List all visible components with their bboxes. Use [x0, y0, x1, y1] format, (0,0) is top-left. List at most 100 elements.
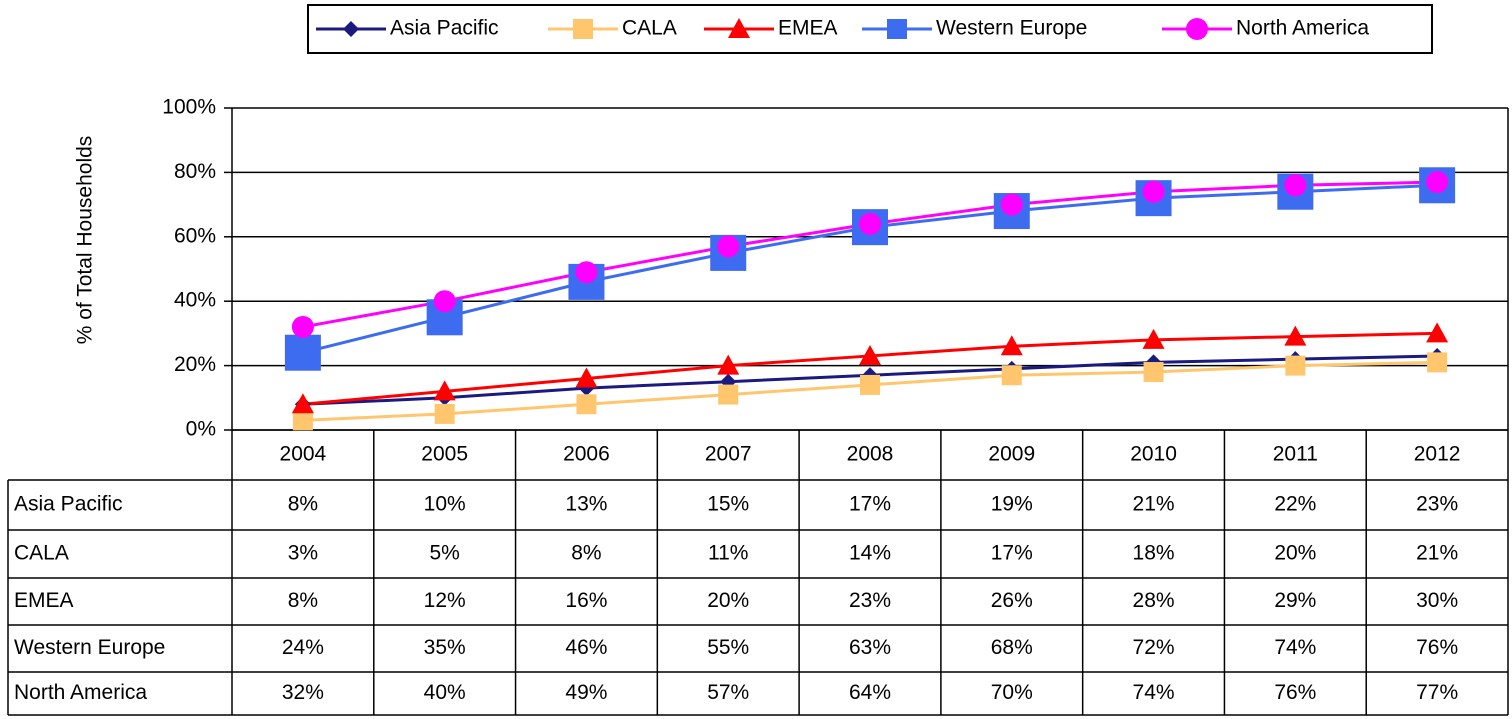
marker	[575, 367, 598, 388]
table-cell: 55%	[707, 636, 749, 659]
table-cell: 10%	[424, 493, 466, 516]
x-tick-label: 2009	[988, 443, 1035, 466]
table-cell: 68%	[991, 636, 1033, 659]
table-row-label: CALA	[14, 542, 69, 565]
table-cell: 8%	[288, 493, 318, 516]
table-cell: 28%	[1133, 589, 1175, 612]
marker	[1000, 335, 1023, 356]
marker	[576, 394, 597, 415]
marker	[1001, 365, 1022, 386]
marker	[1426, 171, 1449, 194]
table-cell: 40%	[424, 681, 466, 704]
table-cell: 57%	[707, 681, 749, 704]
table-row-label: Asia Pacific	[14, 493, 123, 516]
table-cell: 23%	[849, 589, 891, 612]
marker	[291, 393, 314, 414]
table-row-label: North America	[14, 681, 147, 704]
table-cell: 17%	[991, 542, 1033, 565]
table-cell: 17%	[849, 493, 891, 516]
y-tick-label: 60%	[174, 224, 216, 247]
table-cell: 77%	[1416, 681, 1458, 704]
x-tick-label: 2012	[1414, 443, 1461, 466]
y-tick-label: 80%	[174, 160, 216, 183]
marker	[1427, 352, 1448, 373]
y-tick-label: 20%	[174, 353, 216, 376]
table-cell: 3%	[288, 542, 318, 565]
table-cell: 76%	[1416, 636, 1458, 659]
x-tick-label: 2011	[1273, 443, 1318, 466]
legend-marker	[887, 19, 907, 39]
marker	[292, 410, 313, 431]
marker	[860, 374, 880, 395]
marker	[1284, 174, 1307, 197]
table-cell: 8%	[571, 542, 601, 565]
table-cell: 76%	[1274, 681, 1316, 704]
y-tick-label: 100%	[162, 96, 216, 119]
marker	[717, 354, 740, 375]
table-cell: 15%	[707, 493, 749, 516]
y-tick-label: 0%	[186, 418, 216, 441]
table-cell: 20%	[1274, 542, 1316, 565]
marker	[859, 344, 881, 365]
legend-marker	[573, 19, 593, 39]
y-tick-label: 40%	[174, 289, 216, 312]
legend-label: North America	[1236, 17, 1369, 40]
marker	[1284, 325, 1307, 346]
table-cell: 26%	[991, 589, 1033, 612]
table-cell: 63%	[849, 636, 891, 659]
legend-label: CALA	[622, 17, 677, 40]
marker	[718, 384, 739, 405]
table-row-label: Western Europe	[14, 636, 165, 659]
legend-marker	[1186, 18, 1208, 40]
table-cell: 19%	[991, 493, 1033, 516]
marker	[1143, 362, 1164, 383]
table-cell: 14%	[849, 542, 891, 565]
table-cell: 49%	[565, 681, 607, 704]
marker	[1285, 355, 1306, 376]
table-cell: 8%	[288, 589, 318, 612]
table-cell: 13%	[565, 493, 607, 516]
table-cell: 70%	[991, 681, 1033, 704]
marker	[575, 261, 598, 284]
table-cell: 16%	[565, 589, 607, 612]
marker	[1426, 322, 1449, 343]
table-cell: 22%	[1274, 493, 1316, 516]
legend-label: Western Europe	[936, 17, 1087, 40]
table-cell: 32%	[282, 681, 324, 704]
marker	[1142, 180, 1165, 203]
marker	[1000, 193, 1023, 216]
table-cell: 18%	[1133, 542, 1175, 565]
table-cell: 24%	[282, 636, 324, 659]
table-cell: 35%	[424, 636, 466, 659]
table-cell: 74%	[1274, 636, 1316, 659]
legend-marker	[728, 18, 750, 38]
table-cell: 29%	[1274, 589, 1316, 612]
x-tick-label: 2004	[280, 443, 327, 466]
table-cell: 74%	[1133, 681, 1175, 704]
table-cell: 46%	[565, 636, 607, 659]
table-cell: 21%	[1416, 542, 1458, 565]
legend-label: EMEA	[778, 17, 838, 40]
marker	[433, 290, 456, 313]
x-tick-label: 2005	[421, 443, 468, 466]
x-tick-label: 2006	[563, 443, 610, 466]
series-line	[302, 180, 1438, 329]
table-cell: 12%	[424, 589, 466, 612]
marker	[291, 315, 314, 338]
table-cell: 21%	[1133, 493, 1175, 516]
table-cell: 30%	[1416, 589, 1458, 612]
x-tick-label: 2007	[705, 443, 752, 466]
y-axis-label: % of Total Households	[74, 136, 97, 345]
marker	[434, 403, 455, 424]
x-tick-label: 2008	[847, 443, 894, 466]
x-tick-label: 2010	[1130, 443, 1177, 466]
table-cell: 23%	[1416, 493, 1458, 516]
marker	[433, 380, 456, 401]
table-cell: 20%	[707, 589, 749, 612]
marker	[859, 212, 881, 235]
table-cell: 64%	[849, 681, 891, 704]
table-cell: 11%	[708, 542, 748, 565]
table-cell: 5%	[429, 542, 459, 565]
legend-label: Asia Pacific	[390, 17, 499, 40]
